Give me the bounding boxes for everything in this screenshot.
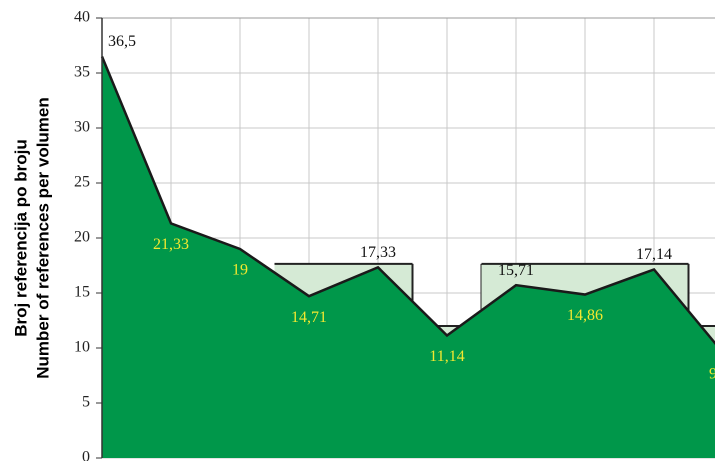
y-tick-label: 25	[74, 174, 90, 191]
y-axis-title: Broj referencija po broju	[11, 139, 30, 336]
data-label: 11,14	[429, 348, 464, 365]
y-tick-label: 40	[74, 9, 90, 26]
y-tick-label: 0	[82, 449, 90, 461]
data-label: 21,33	[153, 236, 189, 253]
y-tick-label: 30	[74, 119, 90, 136]
data-label: 9,57	[709, 365, 715, 382]
y-tick-label: 10	[74, 339, 90, 356]
y-axis-title: Number of references per volumen	[33, 97, 52, 379]
data-label: 14,71	[291, 309, 327, 326]
y-tick-label: 15	[74, 284, 90, 301]
data-label: 14,86	[567, 307, 603, 324]
data-label: 17,14	[636, 246, 672, 263]
y-tick-label: 5	[82, 394, 90, 411]
data-label: 19	[232, 262, 248, 279]
area-line	[100, 56, 715, 346]
data-label: 15,71	[498, 262, 534, 279]
y-tick-label: 20	[74, 229, 90, 246]
area	[102, 56, 715, 458]
y-tick-label: 35	[74, 64, 90, 81]
data-label: 17,33	[360, 244, 396, 261]
data-label: 36,5	[108, 33, 136, 50]
